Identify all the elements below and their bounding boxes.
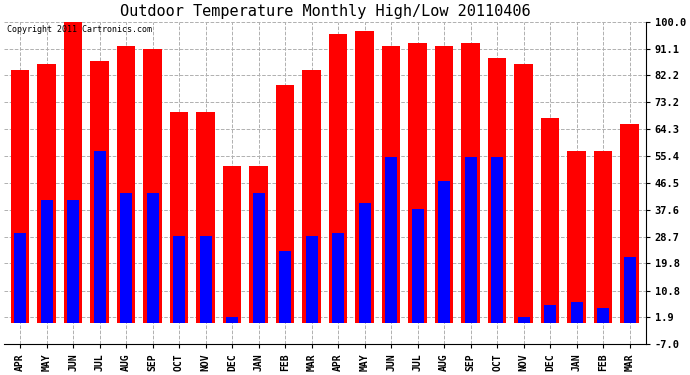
Bar <box>279 251 291 323</box>
Bar <box>11 70 30 323</box>
Bar <box>438 182 450 323</box>
Bar <box>249 166 268 323</box>
Bar <box>94 151 106 323</box>
Bar <box>170 112 188 323</box>
Bar <box>597 308 609 323</box>
Bar <box>329 34 347 323</box>
Bar <box>226 317 238 323</box>
Bar <box>276 85 295 323</box>
Bar <box>514 64 533 323</box>
Bar <box>14 232 26 323</box>
Bar <box>464 158 477 323</box>
Bar <box>624 257 635 323</box>
Bar <box>197 112 215 323</box>
Bar <box>146 194 159 323</box>
Bar <box>253 194 264 323</box>
Bar <box>199 236 212 323</box>
Bar <box>37 64 56 323</box>
Bar <box>355 31 374 323</box>
Bar <box>332 232 344 323</box>
Bar <box>412 209 424 323</box>
Bar <box>518 317 530 323</box>
Bar <box>63 22 82 323</box>
Bar <box>306 236 317 323</box>
Bar <box>541 118 560 323</box>
Bar <box>223 166 241 323</box>
Bar <box>620 124 639 323</box>
Bar <box>567 151 586 323</box>
Bar <box>302 70 321 323</box>
Bar <box>488 58 506 323</box>
Title: Outdoor Temperature Monthly High/Low 20110406: Outdoor Temperature Monthly High/Low 201… <box>119 4 530 19</box>
Bar <box>594 151 613 323</box>
Text: Copyright 2011 Cartronics.com: Copyright 2011 Cartronics.com <box>8 25 152 34</box>
Bar <box>571 302 582 323</box>
Bar <box>173 236 185 323</box>
Bar <box>67 200 79 323</box>
Bar <box>144 49 162 323</box>
Bar <box>544 305 556 323</box>
Bar <box>382 46 400 323</box>
Bar <box>359 202 371 323</box>
Bar <box>385 158 397 323</box>
Bar <box>408 43 427 323</box>
Bar <box>435 46 453 323</box>
Bar <box>491 158 503 323</box>
Bar <box>117 46 135 323</box>
Bar <box>462 43 480 323</box>
Bar <box>120 194 132 323</box>
Bar <box>90 61 109 323</box>
Bar <box>41 200 52 323</box>
